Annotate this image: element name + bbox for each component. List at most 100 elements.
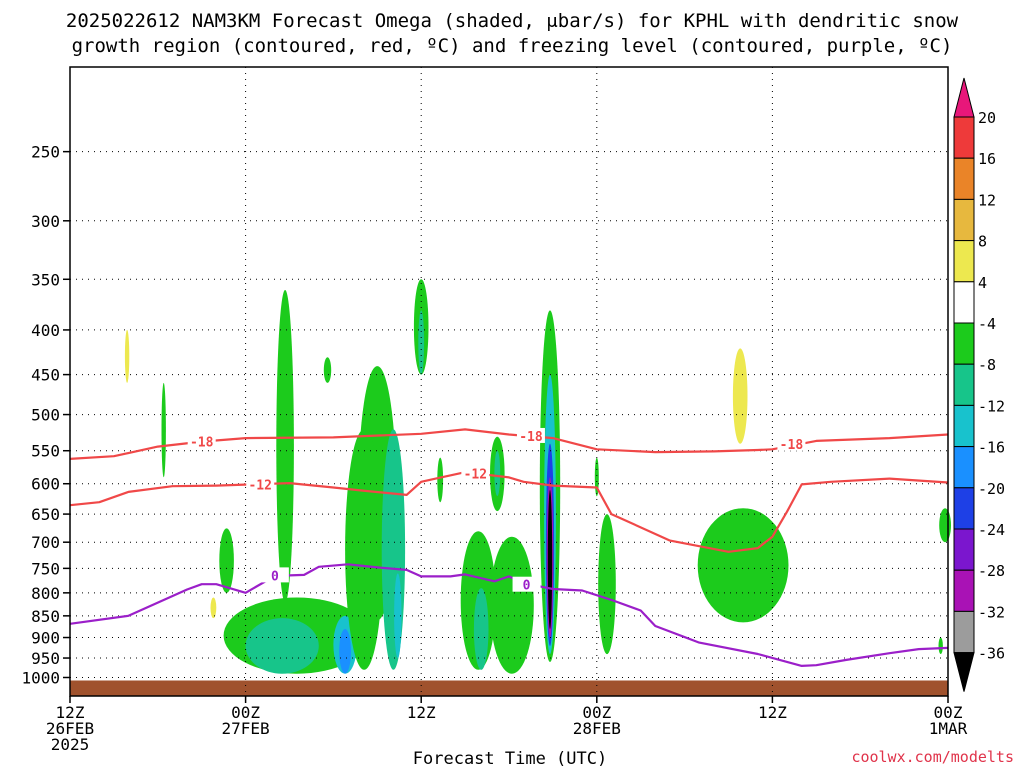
omega-region-11	[323, 357, 332, 383]
omega-region-19	[394, 573, 402, 658]
omega-region-27	[473, 588, 489, 670]
colorbar-bottom-arrow	[953, 652, 975, 692]
y-tick-label-250: 250	[31, 143, 60, 162]
colorbar-swatch-7	[953, 363, 975, 406]
colorbar-swatch-6	[953, 322, 975, 365]
omega-region-50	[932, 257, 937, 301]
y-tick-label-800: 800	[31, 584, 60, 603]
colorbar-label-3: 8	[978, 233, 987, 251]
colorbar-swatch-1	[953, 116, 975, 159]
omega-region-49	[795, 220, 823, 330]
colorbar-label-9: -20	[978, 480, 1005, 498]
omega-region-52	[938, 637, 943, 654]
colorbar-label-10: -24	[978, 521, 1005, 539]
credit-text[interactable]: coolwx.com/modelts	[851, 748, 1014, 766]
y-tick-label-750: 750	[31, 559, 60, 578]
omega-region-45	[697, 508, 789, 623]
colorbar-swatch-13	[953, 610, 975, 654]
chart-title-line-1: 2025022612 NAM3KM Forecast Omega (shaded…	[66, 10, 959, 32]
x-tick-label-1-1: 27FEB	[222, 719, 270, 738]
x-tick-label-5-1: 1MAR	[929, 719, 968, 738]
colorbar-label-2: 12	[978, 191, 996, 209]
omega-region-15	[339, 629, 351, 674]
colorbar-swatch-5	[953, 281, 975, 324]
omega-region-0	[66, 180, 80, 280]
omega-region-20	[394, 284, 419, 392]
colorbar-swatch-2	[953, 157, 975, 200]
colorbar-swatch-10	[953, 487, 975, 530]
y-tick-label-450: 450	[31, 366, 60, 385]
contour-label-0-1: -18	[519, 430, 543, 445]
contour-label-1-1: -12	[464, 467, 487, 482]
colorbar-label-6: -8	[978, 356, 996, 374]
y-tick-label-1000: 1000	[21, 668, 60, 687]
axes: 250 300 350 400 450 500 550 600 650 700 750 800 850 9…	[21, 66, 968, 754]
omega-region-51	[939, 508, 951, 543]
x-tick-label-4-0: 12Z	[758, 703, 787, 722]
x-tick-label-0-2: 2025	[51, 735, 90, 754]
omega-region-4	[154, 573, 208, 618]
colorbar-swatch-8	[953, 404, 975, 448]
colorbar-label-1: 16	[978, 150, 996, 168]
contour-label-bg-0-2	[777, 435, 806, 451]
y-tick-label-400: 400	[31, 321, 60, 340]
y-tick-label-350: 350	[31, 270, 60, 289]
contour-label-bg-2-0	[260, 567, 289, 583]
x-axis-label: Forecast Time (UTC)	[413, 749, 607, 768]
colorbar-swatch-11	[953, 528, 975, 571]
omega-region-31	[490, 536, 534, 674]
omega-region-40	[598, 514, 616, 655]
omega-region-42	[671, 300, 739, 491]
colorbar-label-5: -4	[978, 315, 996, 333]
omega-region-13	[245, 618, 319, 674]
y-tick-label-950: 950	[31, 649, 60, 668]
omega-region-48	[848, 300, 855, 340]
x-tick-label-0-0: 12Z	[56, 703, 85, 722]
omega-region-10	[276, 290, 294, 603]
contour-label-bg-2-1	[512, 576, 541, 592]
contour-label-2-1: 0	[523, 579, 531, 594]
omega-region-18	[381, 429, 406, 670]
ground-band	[70, 680, 948, 696]
omega-region-7	[157, 374, 162, 407]
contour-line-2	[69, 563, 949, 668]
x-tick-label-0-1: 26FEB	[46, 719, 94, 738]
colorbar-label-11: -28	[978, 562, 1005, 580]
omega-region-23	[415, 489, 433, 543]
contour-label-0-0: -18	[190, 436, 214, 451]
colorbar-label-7: -12	[978, 397, 1005, 415]
colorbar-swatch-9	[953, 446, 975, 489]
omega-region-9	[219, 528, 234, 593]
y-tick-label-900: 900	[31, 629, 60, 648]
omega-region-44	[732, 348, 748, 444]
contour-line-1	[69, 471, 949, 553]
colorbar-label-8: -16	[978, 439, 1005, 457]
plot-frame	[69, 66, 949, 697]
x-tick-label-5-0: 00Z	[934, 703, 963, 722]
y-tick-label-600: 600	[31, 475, 60, 494]
contour-label-bg-1-0	[246, 476, 275, 492]
chart-title-line-2: growth region (contoured, red, ºC) and f…	[72, 35, 953, 57]
colorbar-top-arrow	[953, 77, 975, 118]
contour-label-bg-0-0	[187, 433, 216, 449]
colorbar-swatch-3	[953, 198, 975, 242]
omega-region-43	[724, 220, 771, 465]
omega-region-17	[345, 429, 384, 670]
ground-rect	[70, 680, 948, 696]
colorbar-label-0: 20	[978, 109, 996, 127]
y-tick-label-300: 300	[31, 212, 60, 231]
x-tick-label-3-1: 28FEB	[573, 719, 621, 738]
omega-region-3	[226, 136, 230, 152]
omega-region-8	[161, 382, 166, 478]
contour-label-bg-1-1	[461, 465, 490, 481]
omega-region-47	[838, 194, 847, 246]
contour-label-2-0: 0	[271, 569, 279, 584]
omega-region-5	[210, 597, 217, 619]
contour-label-bg-0-1	[516, 427, 545, 443]
colorbar-swatch-4	[953, 240, 975, 283]
omega-region-25	[437, 457, 444, 503]
omega-region-24	[438, 300, 474, 497]
colorbar-label-12: -32	[978, 603, 1005, 621]
x-tick-label-2-0: 12Z	[407, 703, 436, 722]
